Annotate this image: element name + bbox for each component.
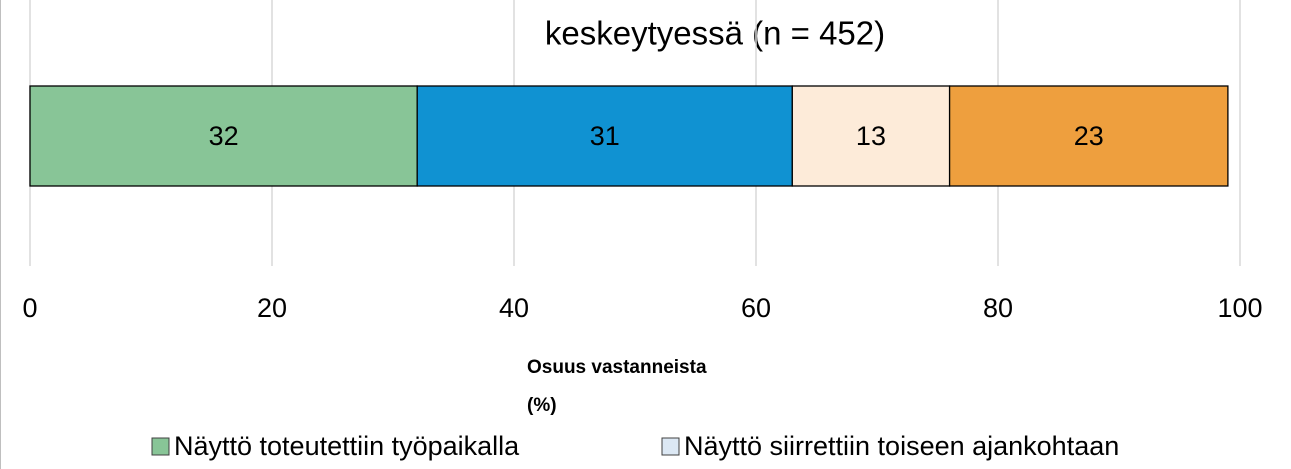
legend-marker: [661, 437, 680, 456]
chart-title: keskeytyessä (n = 452): [545, 15, 885, 52]
bar-segment: [29, 85, 418, 187]
x-tick-label: 40: [499, 293, 529, 323]
data-label: 31: [590, 121, 620, 151]
x-tick-label: 100: [1217, 293, 1262, 323]
legend-label: Näyttö toteutettiin työpaikalla: [174, 431, 520, 461]
data-label: 13: [856, 121, 886, 151]
data-label: 32: [209, 121, 239, 151]
bar-segment: [791, 85, 951, 187]
x-tick-label: 0: [22, 293, 37, 323]
legend-label: Näyttö siirrettiin toiseen ajankohtaan: [684, 431, 1119, 461]
x-axis-title: (%): [527, 395, 557, 416]
bar-segment: [416, 85, 793, 187]
x-tick-label: 80: [983, 293, 1013, 323]
bar-segment: [948, 85, 1229, 187]
legend-marker: [151, 437, 170, 456]
x-tick-label: 20: [257, 293, 287, 323]
x-tick-label: 60: [741, 293, 771, 323]
data-label: 23: [1074, 121, 1104, 151]
x-axis-title: Osuus vastanneista: [527, 357, 707, 378]
